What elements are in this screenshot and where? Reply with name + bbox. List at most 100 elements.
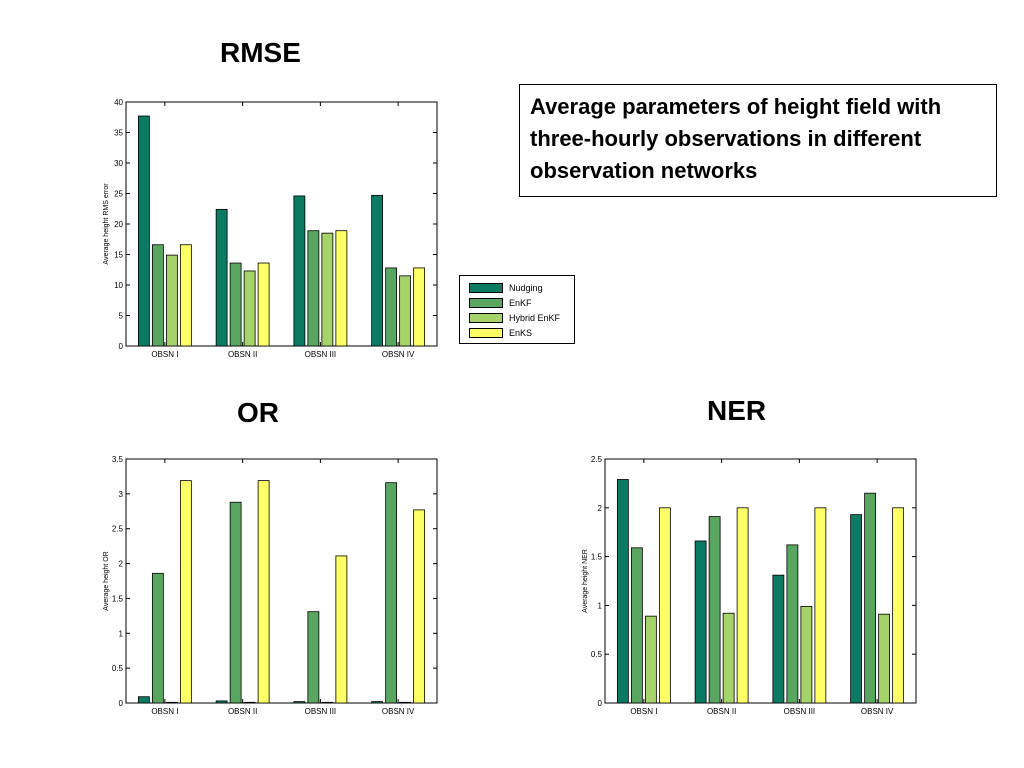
ner-bar-hybrid-enkf-obsn-i [644,615,657,704]
rmse-bar-nudging-obsn-iv [371,194,384,347]
or-bar-nudging-obsn-iv [371,701,384,704]
ner-bar-enkf-obsn-iii [786,544,799,704]
or-ytick-label: 1.5 [112,594,124,603]
ner-ytick-label: 2.5 [591,455,603,464]
rmse-ytick-label: 15 [114,251,123,260]
or-bar-enks-obsn-ii [257,480,270,704]
rmse-bar-hybrid-enkf-obsn-i [165,254,178,347]
rmse-bar-hybrid-enkf-obsn-ii [243,270,256,347]
rmse-ytick-label: 0 [119,342,124,351]
ner-ylabel: Average height NER [582,549,589,613]
rmse-bar-hybrid-enkf-obsn-iv [399,275,412,347]
or-bar-enks-obsn-i [179,480,192,704]
or-bar-enks-obsn-iv [413,509,426,704]
or-ylabel: Average height OR [103,551,110,610]
legend-label-hybrid-enkf: Hybrid EnKF [509,313,561,323]
or-bar-enkf-obsn-i [151,572,164,704]
or-bar-enkf-obsn-iv [385,482,398,704]
legend-label-enks: EnKS [509,328,533,338]
rmse-xtick-label: OBSN IV [382,350,415,359]
ner-bar-enks-obsn-iii [814,507,827,704]
ner-ytick-label: 1.5 [591,553,603,562]
or-bar-enkf-obsn-iii [307,611,320,704]
ner-title: NER [707,395,767,426]
legend-item-enkf: EnKF [469,297,532,309]
rmse-bar-enkf-obsn-i [151,244,164,347]
rmse-ytick-label: 5 [119,312,124,321]
or-xtick-label: OBSN III [305,707,337,716]
ner-bar-nudging-obsn-iv [850,514,863,704]
or-xtick-label: OBSN I [151,707,178,716]
or-bar-nudging-obsn-iii [293,701,306,704]
or-ytick-label: 0.5 [112,664,124,673]
rmse-ytick-label: 30 [114,159,123,168]
ner-ytick-label: 0.5 [591,650,603,659]
rmse-xtick-label: OBSN III [305,350,337,359]
or-plot-frame [125,458,438,704]
legend-item-hybrid-enkf: Hybrid EnKF [469,312,560,324]
info-box-text: Average parameters of height field with … [530,94,942,183]
ner-bar-nudging-obsn-ii [694,540,707,704]
or-bar-hybrid-enkf-obsn-ii [243,701,256,704]
ner-xtick-label: OBSN III [784,707,816,716]
rmse-bar-nudging-obsn-i [137,115,150,347]
or-xtick-label: OBSN IV [382,707,415,716]
rmse-bar-nudging-obsn-iii [293,195,306,347]
legend-item-enks: EnKS [469,327,532,339]
or-bar-nudging-obsn-i [137,696,150,704]
rmse-ytick-label: 10 [114,281,123,290]
ner-bar-nudging-obsn-i [616,479,629,704]
ner-bar-hybrid-enkf-obsn-iii [800,605,813,704]
ner-bar-enkf-obsn-i [630,547,643,704]
legend-swatch-enks [469,328,503,338]
ner-bar-enkf-obsn-ii [708,516,721,704]
ner-xtick-label: OBSN II [707,707,736,716]
or-title: OR [237,397,279,428]
or-bar-hybrid-enkf-obsn-iv [399,701,412,704]
or-ytick-label: 3.5 [112,455,124,464]
ner-xtick-label: OBSN IV [861,707,894,716]
or-bar-enks-obsn-iii [335,555,348,704]
ner-bar-hybrid-enkf-obsn-iv [878,613,891,704]
legend-label-nudging: Nudging [509,283,543,293]
ner-bar-enks-obsn-ii [736,507,749,704]
info-box: Average parameters of height field with … [519,84,997,197]
rmse-bar-hybrid-enkf-obsn-iii [321,232,334,347]
chart-legend: Nudging EnKF Hybrid EnKF EnKS [459,275,575,344]
rmse-bar-enkf-obsn-iii [307,230,320,347]
rmse-bar-enks-obsn-i [179,244,192,347]
or-xtick-label: OBSN II [228,707,257,716]
rmse-bar-enks-obsn-iii [335,230,348,347]
or-ytick-label: 0 [119,699,124,708]
legend-swatch-hybrid-enkf [469,313,503,323]
rmse-ytick-label: 25 [114,190,123,199]
ner-bar-hybrid-enkf-obsn-ii [722,612,735,704]
ner-ytick-label: 1 [598,601,603,610]
rmse-bar-enks-obsn-ii [257,262,270,347]
rmse-ytick-label: 35 [114,129,123,138]
or-bar-hybrid-enkf-obsn-iii [321,701,334,704]
or-bar-enkf-obsn-ii [229,501,242,704]
legend-swatch-enkf [469,298,503,308]
legend-label-enkf: EnKF [509,298,532,308]
ner-plot-frame [604,458,917,704]
or-bar-nudging-obsn-ii [215,700,228,704]
or-ytick-label: 2 [119,560,124,569]
ner-bar-enks-obsn-i [658,507,671,704]
rmse-ytick-label: 20 [114,220,123,229]
ner-ytick-label: 2 [598,504,603,513]
rmse-ytick-label: 40 [114,98,123,107]
ner-bar-nudging-obsn-iii [772,574,785,704]
rmse-bar-nudging-obsn-ii [215,208,228,347]
or-bar-hybrid-enkf-obsn-i [165,701,178,704]
ner-bar-enkf-obsn-iv [864,492,877,704]
legend-swatch-nudging [469,283,503,293]
rmse-bar-enkf-obsn-ii [229,262,242,347]
rmse-xtick-label: OBSN II [228,350,257,359]
rmse-bar-enkf-obsn-iv [385,267,398,347]
or-ytick-label: 3 [119,490,124,499]
rmse-title: RMSE [220,37,301,68]
